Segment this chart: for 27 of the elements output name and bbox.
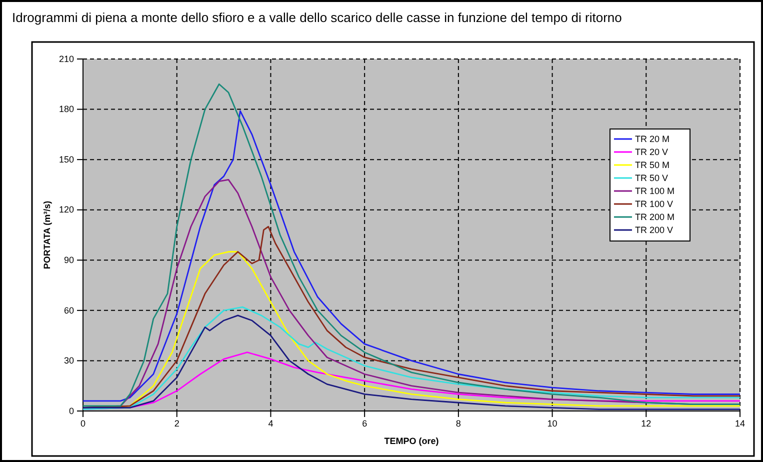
y-tick-label: 0 [68,406,74,416]
y-tick-label: 180 [58,104,74,114]
legend-label: TR 20 M [635,134,670,144]
chart-title: Idrogrammi di piena a monte dello sfioro e a valle dello scarico delle casse in funzione del tempo di ritorno [12,10,622,25]
x-tick-label: 10 [547,418,558,428]
y-tick-label: 30 [64,356,74,366]
legend-label: TR 20 V [635,147,668,157]
legend-label: TR 200 V [635,225,674,235]
y-tick-label: 120 [58,204,74,215]
y-tick-label: 150 [58,154,74,164]
x-tick-label: 8 [456,418,461,428]
x-axis-title: TEMPO (ore) [384,436,439,446]
x-tick-label: 6 [362,418,368,428]
x-tick-label: 12 [641,418,652,428]
legend-label: TR 100 V [635,199,674,209]
y-tick-label: 90 [64,255,74,266]
x-tick-label: 0 [80,418,86,428]
y-tick-label: 210 [58,54,74,64]
y-tick-label: 60 [64,305,74,316]
x-tick-label: 14 [734,418,746,428]
legend-label: TR 200 M [635,212,675,222]
legend-label: TR 100 M [635,186,675,196]
legend-label: TR 50 V [635,173,668,183]
x-tick-label: 4 [268,418,274,428]
x-tick-label: 2 [174,418,180,428]
legend-label: TR 50 M [635,160,670,170]
y-axis-title: PORTATA (m³/s) [42,200,52,270]
